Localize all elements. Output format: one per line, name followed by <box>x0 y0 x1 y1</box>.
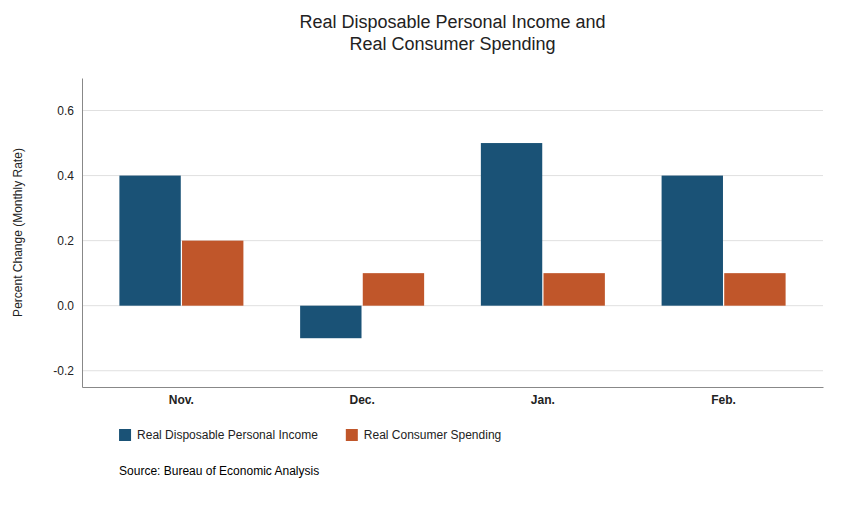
y-axis: -0.2 0.0 0.2 0.4 0.6 <box>53 79 82 388</box>
bar <box>481 143 542 306</box>
bar-series <box>119 143 723 338</box>
legend-label: Real Consumer Spending <box>364 428 501 442</box>
y-tick: -0.2 <box>53 364 82 378</box>
chart-title-line: Real Disposable Personal Income and <box>299 12 605 32</box>
y-axis-line <box>82 79 83 388</box>
chart-title-line: Real Consumer Spending <box>349 34 555 54</box>
y-tick-label: 0.4 <box>57 169 74 183</box>
bar <box>182 241 243 306</box>
x-tick-label: Feb. <box>711 393 736 407</box>
annotation: Source: Bureau of Economic Analysis <box>119 464 319 478</box>
bar <box>119 176 180 306</box>
grid-line <box>82 370 823 371</box>
y-tick-label: 0.0 <box>57 299 74 313</box>
bar <box>300 306 361 339</box>
legend-label: Real Disposable Personal Income <box>137 428 318 442</box>
y-tick-label: -0.2 <box>53 364 74 378</box>
plot-area: -0.2 0.0 0.2 0.4 0.6 Nov. Dec. Jan. Feb. <box>53 79 823 407</box>
y-tick: 0.0 <box>57 299 82 313</box>
y-tick: 0.6 <box>57 104 82 118</box>
chart-container: Real Disposable Personal Income andReal … <box>0 0 848 505</box>
y-tick-label: 0.6 <box>57 104 74 118</box>
x-tick-label: Nov. <box>169 393 194 407</box>
x-tick: Jan. <box>531 387 555 407</box>
grid <box>82 111 823 371</box>
y-tick: 0.4 <box>57 169 82 183</box>
x-tick: Dec. <box>349 387 374 407</box>
legend-item: Real Consumer Spending <box>346 428 501 442</box>
legend: Real Disposable Personal Income Real Cons… <box>119 428 501 442</box>
legend-swatch <box>119 429 131 441</box>
grid-line <box>82 110 823 111</box>
y-tick-label: 0.2 <box>57 234 74 248</box>
x-tick-label: Dec. <box>349 393 374 407</box>
legend-item: Real Disposable Personal Income <box>119 428 318 442</box>
bar <box>543 273 604 306</box>
chart-title: Real Disposable Personal Income andReal … <box>299 12 605 54</box>
bar <box>662 176 723 306</box>
bar <box>363 273 424 306</box>
y-axis-label: Percent Change (Monthly Rate) <box>11 148 25 317</box>
x-axis-line <box>83 387 824 388</box>
x-tick: Nov. <box>169 387 194 407</box>
bars <box>119 143 785 338</box>
chart-svg: Real Disposable Personal Income andReal … <box>0 0 848 505</box>
bar <box>724 273 785 306</box>
legend-swatch <box>346 429 358 441</box>
x-tick-label: Jan. <box>531 393 555 407</box>
x-tick: Feb. <box>711 387 736 407</box>
bar-series <box>182 241 786 306</box>
y-tick: 0.2 <box>57 234 82 248</box>
x-axis: Nov. Dec. Jan. Feb. <box>83 387 824 407</box>
